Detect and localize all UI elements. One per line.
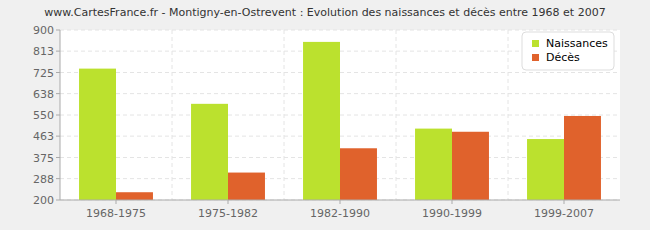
chart-container: www.CartesFrance.fr - Montigny-en-Ostrev… — [0, 0, 650, 230]
y-tick — [56, 157, 60, 158]
bar — [527, 139, 564, 200]
legend-swatch — [532, 40, 539, 47]
plot-area — [60, 30, 620, 200]
y-tick — [56, 51, 60, 52]
grid-line-vertical — [284, 30, 285, 200]
y-tick — [56, 30, 60, 31]
bar — [228, 173, 265, 200]
x-tick — [228, 200, 229, 204]
y-tick-label: 813 — [33, 45, 54, 58]
y-tick-label: 900 — [33, 24, 54, 37]
y-tick — [56, 93, 60, 94]
y-tick — [56, 200, 60, 201]
y-tick-label: 375 — [33, 152, 54, 165]
y-tick-label: 200 — [33, 194, 54, 207]
y-tick-label: 638 — [33, 88, 54, 101]
y-tick-label: 288 — [33, 173, 54, 186]
legend-box — [522, 32, 614, 70]
legend-label: Naissances — [546, 37, 608, 50]
title: www.CartesFrance.fr - Montigny-en-Ostrev… — [44, 6, 605, 19]
legend-swatch — [532, 54, 539, 61]
y-tick-label: 550 — [33, 109, 54, 122]
grid-line-vertical — [396, 30, 397, 200]
y-axis — [60, 30, 61, 200]
y-tick — [56, 115, 60, 116]
y-tick-label: 725 — [33, 67, 54, 80]
y-tick-label: 463 — [33, 130, 54, 143]
x-tick — [340, 200, 341, 204]
x-tick-label: 1999-2007 — [534, 207, 594, 220]
bar — [116, 192, 153, 200]
bar — [303, 42, 340, 200]
bar — [191, 104, 228, 200]
x-tick-label: 1990-1999 — [422, 207, 482, 220]
bar — [452, 132, 489, 200]
grid-line-vertical — [172, 30, 173, 200]
x-tick-label: 1982-1990 — [310, 207, 370, 220]
y-tick — [56, 136, 60, 137]
bar — [79, 69, 116, 200]
x-tick-label: 1968-1975 — [86, 207, 146, 220]
x-tick — [564, 200, 565, 204]
x-tick-label: 1975-1982 — [198, 207, 258, 220]
chart: www.CartesFrance.fr - Montigny-en-Ostrev… — [0, 0, 650, 230]
legend: NaissancesDécès — [522, 32, 614, 70]
x-tick — [116, 200, 117, 204]
x-tick — [452, 200, 453, 204]
background — [0, 0, 650, 230]
y-tick — [56, 178, 60, 179]
grid-line-vertical — [508, 30, 509, 200]
bar — [564, 116, 601, 200]
legend-label: Décès — [546, 51, 580, 64]
grid-line — [60, 30, 620, 31]
y-tick — [56, 72, 60, 73]
bar — [340, 148, 377, 200]
bar — [415, 129, 452, 200]
